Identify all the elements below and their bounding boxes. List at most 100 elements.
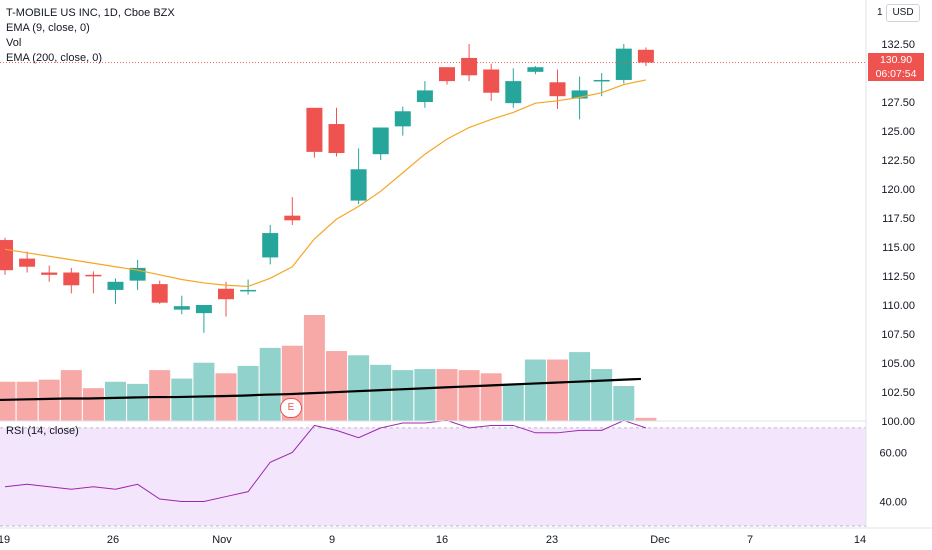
ema9-line (4, 79, 647, 288)
volume-bar (259, 347, 281, 421)
volume-bar (348, 355, 370, 421)
volume-bar (547, 359, 568, 421)
rsi-band (0, 427, 866, 526)
candle-body (527, 67, 544, 72)
volume-bar (370, 364, 392, 421)
ema200-legend[interactable]: EMA (200, close, 0) (6, 52, 102, 64)
candle-body (637, 49, 654, 63)
candle-body (615, 48, 632, 80)
time-tick-label: Nov (212, 534, 232, 546)
time-tick-label: 16 (436, 534, 448, 546)
volume-bar (392, 370, 414, 421)
volume-bar (613, 386, 635, 421)
candle-body (350, 169, 367, 201)
price-tick-label: 102.50 (881, 387, 915, 399)
candle-body (306, 107, 323, 152)
candle-body (41, 272, 58, 275)
candle-body (19, 258, 36, 267)
volume-bar (480, 373, 502, 421)
volume-bar (193, 362, 215, 421)
time-tick-label: 9 (329, 534, 335, 546)
price-tick-label: 117.50 (882, 213, 915, 225)
candle-body (461, 57, 478, 76)
volume-bar (326, 351, 347, 421)
candle-body (593, 79, 610, 82)
candle-body (262, 233, 279, 258)
candle-body (63, 272, 80, 286)
chart-legend: T-MOBILE US INC, 1D, Cboe BZX EMA (9, cl… (6, 6, 175, 66)
volume-bar (524, 359, 546, 421)
volume-bar (303, 315, 325, 421)
time-tick-label: 26 (107, 534, 119, 546)
candle-body (372, 127, 389, 155)
price-tick-label: 125.00 (881, 126, 915, 138)
rsi-legend[interactable]: RSI (14, close) (6, 425, 79, 437)
candle-body (483, 69, 500, 93)
price-tick-label: 120.00 (881, 184, 915, 196)
price-tick-label: 112.50 (882, 271, 915, 283)
countdown-label: 06:07:54 (868, 67, 924, 81)
candle-body (439, 67, 455, 82)
rsi-tick-label: 60.00 (879, 447, 907, 459)
price-tick-label: 105.00 (881, 358, 915, 370)
price-tick-label: 115.00 (882, 242, 915, 254)
price-tick-partial: 1 (877, 7, 883, 18)
candle-body (151, 284, 168, 303)
candle-body (505, 81, 522, 104)
candle-body (218, 288, 234, 300)
ema9-legend[interactable]: EMA (9, close, 0) (6, 22, 90, 34)
time-tick-label: Dec (650, 534, 670, 546)
rsi-line (4, 420, 647, 502)
candle-body (107, 281, 124, 290)
rsi-pane (0, 420, 866, 527)
candle-body (85, 274, 102, 277)
volume-bar (591, 369, 613, 421)
volume-bar (171, 378, 193, 421)
price-tick-label: 110.00 (882, 300, 915, 312)
candle-body (0, 240, 13, 271)
price-tick-label: 127.50 (881, 97, 915, 109)
volume-bar (436, 369, 458, 421)
ema200-volume-line (0, 377, 641, 402)
price-tick-label: 100.00 (881, 416, 915, 428)
volume-bar (569, 352, 591, 421)
volume-bar (237, 365, 259, 421)
rsi-tick-label: 40.00 (879, 496, 907, 508)
candle-body (328, 124, 345, 154)
candle-body (240, 289, 257, 292)
price-tick-label: 122.50 (881, 155, 915, 167)
volume-bar (149, 370, 171, 421)
volume-bar (458, 370, 480, 421)
volume-pane (0, 315, 657, 421)
volume-bar (414, 369, 436, 421)
candle-body (571, 90, 588, 99)
time-tick-label: 23 (546, 534, 558, 546)
volume-bar (60, 370, 82, 421)
symbol-title[interactable]: T-MOBILE US INC, 1D, Cboe BZX (6, 7, 175, 19)
volume-legend[interactable]: Vol (6, 37, 22, 49)
volume-bar (82, 388, 104, 421)
candles-pane (0, 44, 654, 333)
candle-body (284, 215, 301, 221)
volume-bar (635, 417, 657, 421)
volume-bar (0, 381, 16, 421)
time-tick-label: 19 (0, 534, 10, 546)
volume-bar (127, 383, 149, 421)
candle-body (173, 306, 190, 310)
price-tick-label: 107.50 (881, 329, 915, 341)
time-tick-label: 14 (854, 534, 866, 546)
price-tick-label: 132.50 (881, 39, 915, 51)
time-tick-label: 7 (747, 534, 753, 546)
last-price-label: 130.90 (868, 53, 924, 67)
volume-bar (16, 381, 38, 421)
earnings-marker[interactable]: E (280, 398, 302, 418)
volume-bar (38, 379, 60, 421)
volume-bar (105, 381, 126, 421)
currency-button[interactable]: USD (886, 4, 920, 22)
candle-body (195, 305, 212, 314)
candle-body (549, 82, 566, 97)
candle-body (394, 111, 411, 127)
candle-body (416, 90, 433, 102)
